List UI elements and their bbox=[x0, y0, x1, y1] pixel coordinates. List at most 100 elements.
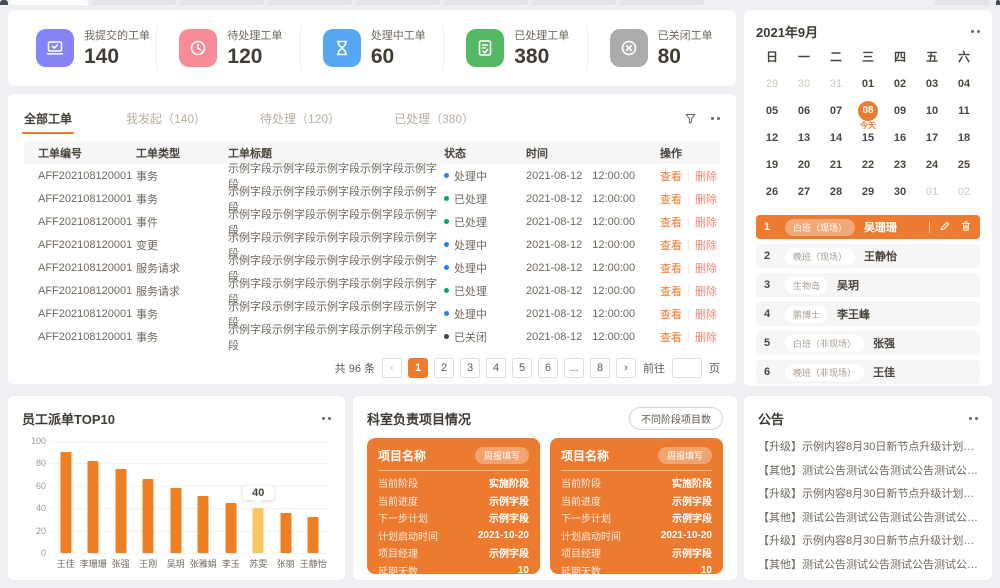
view-link[interactable]: 查看 bbox=[660, 170, 682, 183]
delete-link[interactable]: 删除 bbox=[695, 285, 717, 298]
delete-link[interactable]: 删除 bbox=[695, 262, 717, 275]
announcement-item[interactable]: 【升级】示例内容8月30日新节点升级计划通知 bbox=[758, 488, 978, 500]
more-icon[interactable] bbox=[711, 116, 720, 120]
calendar-day[interactable]: 21 bbox=[829, 158, 843, 171]
delete-link[interactable]: 删除 bbox=[695, 239, 717, 252]
calendar-day[interactable]: 11 bbox=[958, 104, 970, 117]
bar[interactable] bbox=[307, 517, 319, 553]
stage-filter-button[interactable]: 不同阶段项目数 bbox=[629, 406, 723, 430]
schedule-row[interactable]: 6 晚班（非现场） 王佳 bbox=[756, 360, 980, 384]
view-link[interactable]: 查看 bbox=[660, 285, 682, 298]
calendar-day[interactable]: 27 bbox=[797, 185, 811, 198]
project-card[interactable]: 项目名称 周报填写 当前阶段 实施阶段 当前进度 示例字段 下一步计划 示例字段 计划启动时间 2… bbox=[367, 438, 540, 578]
delete-link[interactable]: 删除 bbox=[695, 170, 717, 183]
next-page-button[interactable]: › bbox=[616, 358, 636, 378]
view-link[interactable]: 查看 bbox=[660, 331, 682, 344]
calendar-day[interactable]: 29 bbox=[765, 77, 779, 90]
bar[interactable] bbox=[197, 495, 209, 553]
schedule-row[interactable]: 2 晚班（现场） 王静怡 bbox=[756, 244, 980, 268]
calendar-day[interactable]: 20 bbox=[797, 158, 811, 171]
calendar-day[interactable]: 12 bbox=[765, 131, 779, 144]
calendar-day[interactable]: 31 bbox=[829, 77, 843, 90]
top-tab-active[interactable] bbox=[10, 0, 88, 5]
page-button[interactable]: 2 bbox=[434, 358, 454, 378]
announcement-item[interactable]: 【升级】示例内容8月30日新节点升级计划通知 bbox=[758, 535, 978, 547]
calendar-day[interactable]: 13 bbox=[797, 131, 811, 144]
calendar-day[interactable]: 24 bbox=[925, 158, 939, 171]
filter-icon[interactable] bbox=[684, 112, 697, 125]
edit-icon[interactable] bbox=[939, 220, 951, 235]
calendar-day[interactable]: 01 bbox=[861, 77, 875, 90]
bar[interactable] bbox=[170, 488, 182, 553]
tab-workorder[interactable]: 已处理（380） bbox=[394, 111, 475, 126]
schedule-row[interactable]: 3 生物岛 吴玥 bbox=[756, 273, 980, 297]
view-link[interactable]: 查看 bbox=[660, 239, 682, 252]
delete-link[interactable]: 删除 bbox=[695, 216, 717, 229]
calendar-day[interactable]: 19 bbox=[765, 158, 779, 171]
calendar-day[interactable]: 30 bbox=[797, 77, 811, 90]
more-icon[interactable] bbox=[969, 416, 978, 420]
view-link[interactable]: 查看 bbox=[660, 262, 682, 275]
page-button[interactable]: 5 bbox=[512, 358, 532, 378]
page-button[interactable]: 4 bbox=[486, 358, 506, 378]
delete-link[interactable]: 删除 bbox=[695, 308, 717, 321]
delete-link[interactable]: 删除 bbox=[695, 193, 717, 206]
calendar-day[interactable]: 29 bbox=[861, 185, 875, 198]
calendar-day[interactable]: 09 bbox=[893, 104, 907, 117]
calendar-day[interactable]: 03 bbox=[925, 77, 939, 90]
weekly-report-badge[interactable]: 周报填写 bbox=[657, 446, 712, 464]
view-link[interactable]: 查看 bbox=[660, 308, 682, 321]
calendar-day[interactable]: 04 bbox=[957, 77, 971, 90]
calendar-day[interactable]: 14 bbox=[829, 131, 843, 144]
calendar-day[interactable]: 15 bbox=[861, 131, 875, 144]
announcement-item[interactable]: 【其他】测试公告测试公告测试公告测试公告测试公告 bbox=[758, 511, 978, 524]
project-card[interactable]: 项目名称 周报填写 当前阶段 实施阶段 当前进度 示例字段 下一步计划 示例字段 计划启动时间 2… bbox=[550, 438, 723, 578]
delete-link[interactable]: 删除 bbox=[695, 331, 717, 344]
goto-page-input[interactable] bbox=[672, 358, 702, 378]
bar[interactable] bbox=[115, 469, 127, 553]
bar[interactable] bbox=[87, 461, 99, 553]
schedule-row[interactable]: 4 鹏博士 李王峰 bbox=[756, 302, 980, 326]
calendar-day[interactable]: 17 bbox=[925, 131, 939, 144]
calendar-day[interactable]: 07 bbox=[829, 104, 843, 117]
announcement-item[interactable]: 【其他】测试公告测试公告测试公告测试公告测试公告 bbox=[758, 558, 978, 571]
announcement-item[interactable]: 【其他】测试公告测试公告测试公告测试公告测试公告 bbox=[758, 464, 978, 477]
calendar-day[interactable]: 10 bbox=[925, 104, 939, 117]
calendar-day[interactable]: 02 bbox=[957, 185, 971, 198]
more-icon[interactable] bbox=[322, 416, 331, 420]
page-button[interactable]: 6 bbox=[538, 358, 558, 378]
top-tab[interactable] bbox=[268, 0, 352, 5]
top-tab[interactable] bbox=[180, 0, 264, 5]
top-tab[interactable] bbox=[356, 0, 440, 5]
calendar-day[interactable]: 23 bbox=[893, 158, 907, 171]
calendar-day[interactable]: 25 bbox=[957, 158, 971, 171]
page-ellipsis[interactable]: ... bbox=[564, 358, 584, 378]
top-tab[interactable] bbox=[620, 0, 704, 5]
calendar-day[interactable]: 06 bbox=[797, 104, 811, 117]
trash-icon[interactable] bbox=[960, 220, 972, 235]
calendar-day[interactable]: 16 bbox=[893, 131, 907, 144]
tab-active[interactable]: 全部工单 bbox=[21, 111, 75, 134]
top-tab[interactable] bbox=[92, 0, 176, 5]
top-tab[interactable] bbox=[934, 0, 990, 5]
calendar-day[interactable]: 30 bbox=[893, 185, 907, 198]
bar[interactable] bbox=[60, 452, 72, 553]
page-button[interactable]: 8 bbox=[590, 358, 610, 378]
schedule-row[interactable]: 1 白班（现场） 吴珊珊 bbox=[756, 215, 980, 239]
calendar-day[interactable]: 05 bbox=[765, 104, 779, 117]
prev-page-button[interactable]: ‹ bbox=[382, 358, 402, 378]
calendar-day-today[interactable]: 08 今天 bbox=[852, 97, 884, 130]
bar[interactable] bbox=[280, 512, 292, 553]
top-tab[interactable] bbox=[444, 0, 528, 5]
calendar-day[interactable]: 26 bbox=[765, 185, 779, 198]
schedule-row[interactable]: 5 白班（非现场） 张强 bbox=[756, 331, 980, 355]
bar[interactable] bbox=[142, 479, 154, 553]
calendar-day[interactable]: 18 bbox=[957, 131, 971, 144]
more-icon[interactable] bbox=[971, 29, 980, 33]
page-button[interactable]: 1 bbox=[408, 358, 428, 378]
page-button[interactable]: 3 bbox=[460, 358, 480, 378]
view-link[interactable]: 查看 bbox=[660, 216, 682, 229]
calendar-day[interactable]: 01 bbox=[925, 185, 939, 198]
calendar-day[interactable]: 22 bbox=[861, 158, 875, 171]
calendar-day[interactable]: 28 bbox=[829, 185, 843, 198]
